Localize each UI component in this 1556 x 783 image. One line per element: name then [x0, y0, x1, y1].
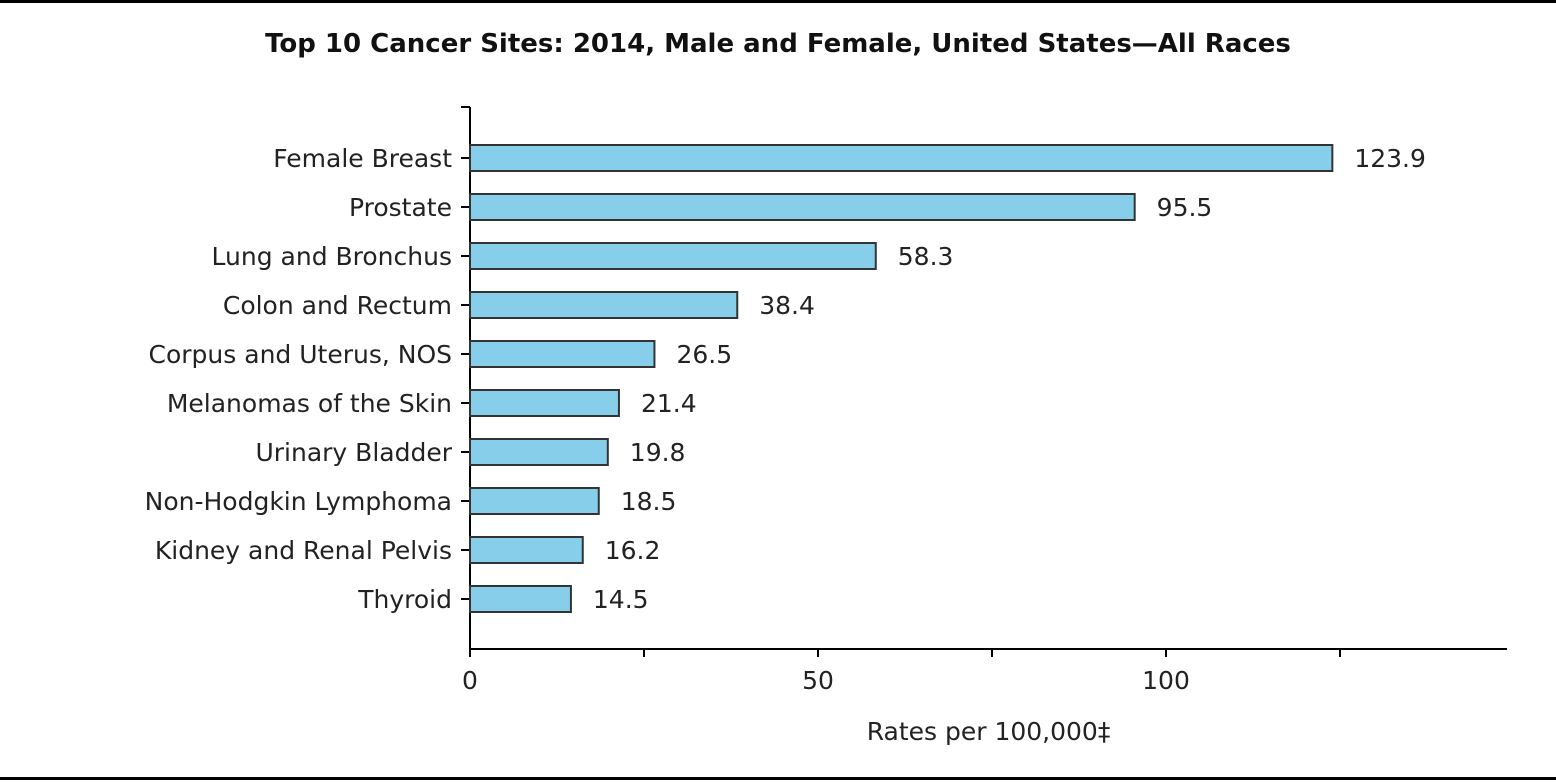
category-label: Urinary Bladder	[255, 438, 452, 467]
value-label: 14.5	[593, 585, 649, 614]
category-label: Corpus and Uterus, NOS	[149, 340, 452, 369]
bar	[469, 242, 877, 270]
bar	[469, 291, 739, 319]
category-label: Kidney and Renal Pelvis	[155, 536, 452, 565]
value-label: 58.3	[898, 242, 954, 271]
value-label: 38.4	[759, 291, 815, 320]
category-label: Melanomas of the Skin	[167, 389, 452, 418]
category-label: Female Breast	[273, 144, 452, 173]
value-label: 26.5	[676, 340, 732, 369]
bar	[469, 438, 609, 466]
x-tick-label: 50	[802, 666, 834, 695]
chart-title: Top 10 Cancer Sites: 2014, Male and Fema…	[265, 29, 1291, 59]
category-label: Colon and Rectum	[223, 291, 452, 320]
category-label: Thyroid	[357, 585, 452, 614]
value-label: 16.2	[605, 536, 661, 565]
bar	[469, 389, 620, 417]
value-label: 123.9	[1354, 144, 1426, 173]
category-label: Prostate	[349, 193, 452, 222]
x-tick-label: 0	[462, 666, 478, 695]
category-label: Lung and Bronchus	[212, 242, 452, 271]
x-tick-label: 100	[1142, 666, 1190, 695]
value-label: 21.4	[641, 389, 697, 418]
bar-chart: 0 50 100 Rates per 100,000‡ Female Breast 123…	[145, 106, 1508, 746]
bar	[469, 144, 1334, 172]
value-label: 19.8	[630, 438, 686, 467]
x-axis-title: Rates per 100,000‡	[867, 717, 1111, 746]
category-label: Non-Hodgkin Lymphoma	[145, 487, 452, 516]
bar	[469, 536, 584, 564]
bar	[469, 487, 600, 515]
value-label: 18.5	[621, 487, 677, 516]
bar	[469, 340, 656, 368]
bar	[469, 585, 572, 613]
bar	[469, 193, 1136, 221]
value-label: 95.5	[1157, 193, 1213, 222]
